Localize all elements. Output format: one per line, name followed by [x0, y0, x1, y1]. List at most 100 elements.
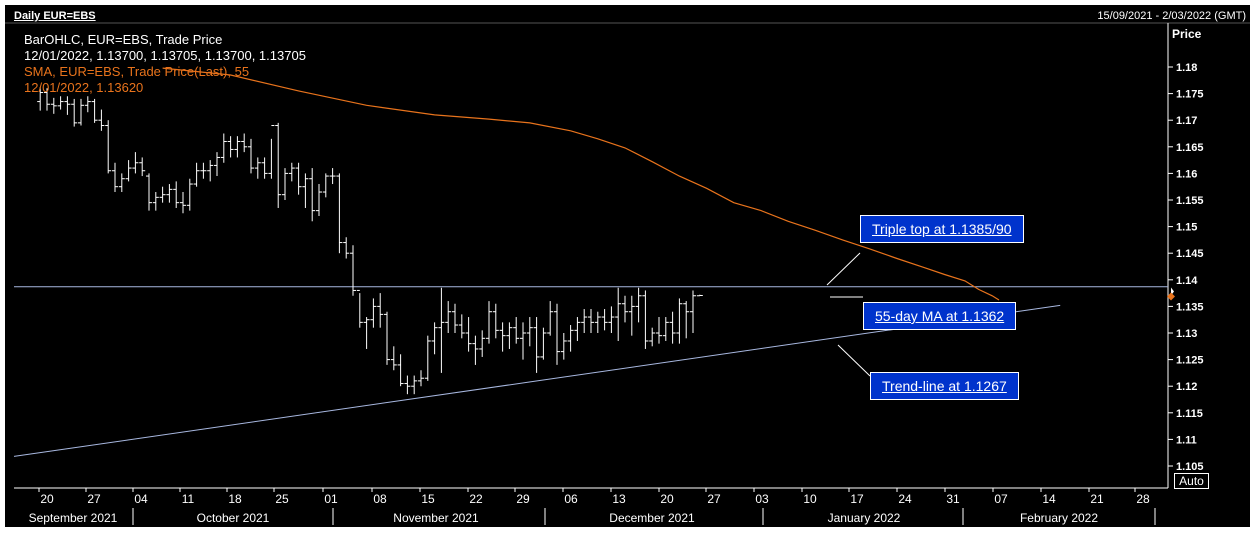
- ohlc-bar: [554, 303, 560, 365]
- ohlc-bar: [207, 160, 214, 182]
- ohlc-bar: [295, 162, 302, 195]
- ohlc-bar: [180, 192, 186, 214]
- y-tick-label: 1.16: [1176, 168, 1197, 180]
- chart-title[interactable]: Daily EUR=EBS: [14, 10, 96, 22]
- x-tick-label: 20: [660, 492, 674, 506]
- pointer-trend-line: [837, 344, 871, 377]
- ohlc-bar: [234, 136, 241, 158]
- ohlc-bar: [635, 287, 642, 323]
- ohlc-bars: [37, 87, 703, 395]
- y-tick-label: 1.115: [1176, 408, 1203, 420]
- price-axis-title: Price: [1172, 27, 1202, 41]
- ohlc-bar: [146, 173, 152, 211]
- legend-sma-value: 12/01/2022, 1.13620: [24, 80, 144, 95]
- x-tick-label: 08: [373, 492, 387, 506]
- ohlc-bar: [690, 290, 696, 333]
- ohlc-bar: [397, 354, 404, 387]
- ohlc-bar: [458, 314, 465, 339]
- ohlc-bar: [91, 98, 98, 123]
- legend-sma-name: SMA, EUR=EBS, Trade Price(Last), 55: [24, 64, 250, 79]
- x-tick-label: 04: [134, 492, 148, 506]
- y-tick-label: 1.125: [1176, 355, 1204, 367]
- ohlc-bar: [78, 98, 84, 126]
- ohlc-bar: [166, 184, 173, 203]
- sma-layer: [162, 67, 1000, 301]
- ohlc-bar: [214, 152, 220, 177]
- month-label: January 2022: [828, 511, 901, 525]
- ohlc-bar: [506, 322, 513, 349]
- ohlc-bar: [220, 133, 227, 163]
- y-tick-label: 1.11: [1176, 434, 1197, 446]
- month-label: September 2021: [29, 511, 118, 525]
- ohlc-bar: [159, 186, 166, 203]
- ohlc-bar: [309, 168, 316, 222]
- y-tick-label: 1.15: [1176, 222, 1197, 234]
- ohlc-bar: [356, 289, 363, 328]
- x-tick-label: 07: [994, 492, 1008, 506]
- auto-scale-button[interactable]: Auto: [1174, 473, 1209, 489]
- ohlc-bar: [193, 162, 200, 187]
- legend-ohlc-name: BarOHLC, EUR=EBS, Trade Price: [24, 32, 223, 47]
- y-tick-label: 1.165: [1176, 142, 1204, 154]
- ohlc-bar: [662, 317, 669, 341]
- y-tick-label: 1.155: [1176, 195, 1204, 207]
- x-tick-label: 27: [87, 492, 101, 506]
- ohlc-bar: [615, 287, 622, 341]
- ohlc-bar: [268, 125, 275, 179]
- ohlc-bar: [608, 306, 615, 333]
- date-range: 15/09/2021 - 2/03/2022 (GMT): [1097, 10, 1246, 22]
- ohlc-bar: [173, 181, 180, 208]
- ohlc-bar: [649, 327, 656, 347]
- ohlc-bar: [125, 160, 132, 182]
- ohlc-bar: [465, 317, 472, 352]
- ohlc-bar: [336, 173, 343, 254]
- callout-ma[interactable]: 55-day MA at 1.1362: [863, 302, 1017, 330]
- ohlc-bar: [282, 168, 288, 200]
- ohlc-bar: [377, 293, 384, 328]
- ohlc-bar: [418, 370, 424, 387]
- x-tick-label: 28: [1136, 492, 1150, 506]
- ohlc-bar: [118, 173, 125, 193]
- ohlc-bar: [669, 311, 676, 344]
- y-tick-label: 1.13: [1176, 328, 1197, 340]
- ohlc-bar: [288, 162, 295, 182]
- ohlc-bar: [486, 301, 492, 344]
- ohlc-bar: [112, 162, 118, 193]
- ohlc-bar: [411, 375, 418, 395]
- ohlc-bar: [275, 122, 282, 208]
- ohlc-bar: [438, 287, 445, 373]
- y-tick-label: 1.14: [1176, 275, 1198, 287]
- sma-line: [162, 67, 1000, 301]
- month-label: November 2021: [393, 511, 479, 525]
- ohlc-bar: [132, 152, 139, 174]
- legend-ohlc-values: 12/01/2022, 1.13700, 1.13705, 1.13700, 1…: [24, 48, 306, 63]
- month-label: February 2022: [1020, 511, 1098, 525]
- sma-price-marker: [1167, 292, 1175, 301]
- chart-background: [5, 5, 1250, 527]
- ohlc-bar: [696, 294, 703, 297]
- ohlc-bar: [241, 133, 248, 153]
- ohlc-bar: [84, 96, 91, 113]
- ohlc-bar: [547, 301, 554, 336]
- x-tick-label: 22: [469, 492, 483, 506]
- ohlc-bar: [533, 317, 540, 373]
- ohlc-bar: [139, 157, 146, 177]
- ohlc-bar: [520, 322, 526, 360]
- callout-triple-top[interactable]: Triple top at 1.1385/90: [860, 215, 1024, 243]
- ohlc-bar: [499, 322, 506, 352]
- ohlc-bar: [601, 309, 608, 331]
- ohlc-bar: [254, 157, 261, 179]
- ohlc-bar: [574, 317, 581, 341]
- ohlc-bar: [540, 327, 547, 360]
- ohlc-bar: [322, 173, 329, 198]
- time-axis: 20 27 04 11 18 25 01 08 15 22 29 06 13 20 27 03 10 17 24 31…: [29, 488, 1156, 525]
- month-label: December 2021: [609, 511, 695, 525]
- price-axis: 1.18 1.175 1.17 1.165 1.16 1.155 1.15 1.145 1.14…: [1167, 62, 1204, 473]
- ohlc-bar: [384, 311, 390, 365]
- ohlc-bar: [261, 157, 268, 179]
- ohlc-bar: [642, 290, 649, 349]
- callout-trend-line[interactable]: Trend-line at 1.1267: [870, 372, 1019, 400]
- ohlc-bar: [526, 317, 533, 347]
